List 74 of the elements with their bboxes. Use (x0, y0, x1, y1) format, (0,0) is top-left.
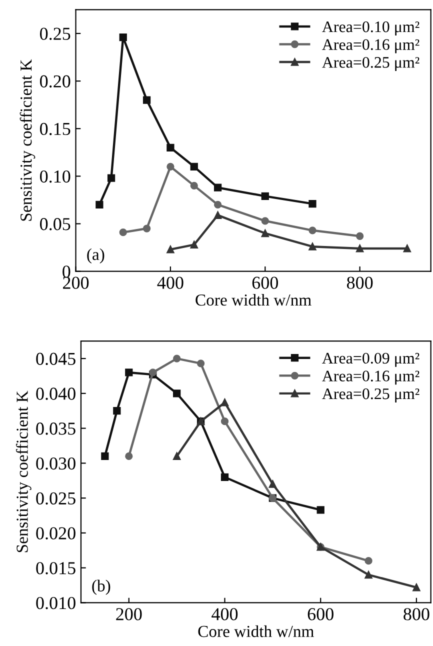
point (166, 144, 174, 152)
legend-label: Area=0.10 μm² (322, 21, 420, 36)
point (190, 162, 198, 170)
annotation: (b) (92, 580, 110, 595)
y-tick-label: 0.030 (36, 457, 76, 470)
point (214, 200, 222, 209)
point (356, 232, 364, 240)
point (190, 182, 198, 190)
point (166, 246, 174, 254)
y-axis-title: Sensitivity coefficient K (16, 390, 32, 552)
point (403, 244, 411, 252)
legend-label: Area=0.16 μm² (322, 39, 420, 54)
y-tick-label: 0.25 (40, 28, 70, 40)
point (220, 398, 229, 406)
legend-label: Area=0.16 μm² (322, 370, 420, 385)
x-tick-label: 400 (212, 608, 238, 620)
y-tick-label: 0.020 (36, 527, 76, 540)
point (119, 33, 127, 42)
x-tick-label: 800 (346, 276, 373, 289)
legend-label: Area=0.25 μm² (322, 388, 420, 402)
point (316, 506, 324, 514)
y-tick-label: 0.010 (36, 596, 76, 610)
point (261, 217, 269, 225)
y-tick-label: 0.15 (40, 122, 70, 136)
legend-label: Area=0.25 μm² (322, 57, 420, 72)
x-tick-label: 200 (63, 276, 89, 289)
x-tick-label: 600 (308, 608, 334, 620)
point (190, 240, 198, 248)
point (364, 557, 372, 565)
y-tick-label: 0.10 (40, 170, 70, 183)
y-tick-label: 0.035 (36, 422, 76, 435)
annotation: (a) (87, 248, 104, 264)
y-axis-title: Sensitivity coefficient K (20, 59, 36, 221)
point (268, 480, 276, 488)
point (364, 570, 372, 579)
y-tick-label: 0.015 (36, 562, 76, 574)
point (308, 242, 316, 250)
point (173, 452, 181, 460)
point (142, 224, 151, 232)
point (220, 418, 229, 426)
point (356, 244, 364, 252)
point (119, 228, 127, 236)
point (107, 174, 116, 182)
point (166, 162, 174, 170)
point (173, 390, 181, 398)
point (308, 200, 316, 208)
y-tick-label: 0.040 (36, 388, 76, 400)
x-tick-label: 200 (116, 608, 142, 620)
point (261, 192, 269, 200)
point (101, 452, 109, 460)
point (96, 200, 104, 209)
legend-label: Area=0.09 μm² (322, 352, 420, 367)
x-axis-title: Core width w/nm (198, 625, 314, 638)
y-tick-label: 0.20 (40, 75, 70, 88)
point (173, 354, 181, 362)
x-tick-label: 400 (157, 276, 184, 289)
point (308, 226, 316, 234)
point (412, 584, 420, 592)
point (142, 96, 151, 104)
point (220, 473, 229, 481)
point (214, 184, 222, 192)
point (125, 452, 133, 460)
point (125, 368, 133, 376)
point (113, 407, 121, 415)
x-tick-label: 600 (252, 276, 278, 289)
y-tick-label: 0 (62, 266, 70, 278)
y-tick-label: 0.05 (40, 218, 70, 230)
x-tick-label: 800 (404, 608, 430, 620)
point (214, 211, 222, 220)
point (261, 229, 269, 238)
point (196, 360, 205, 368)
x-axis-title: Core width w/nm (196, 294, 312, 306)
y-tick-label: 0.045 (36, 352, 76, 366)
y-tick-label: 0.025 (36, 492, 76, 505)
